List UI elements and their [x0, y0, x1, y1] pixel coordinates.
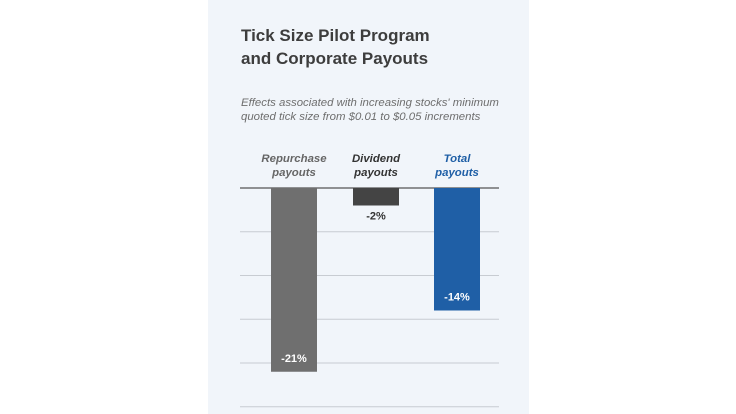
- bar-1: [353, 188, 399, 206]
- category-label-0-line-1: Repurchase: [261, 153, 327, 165]
- category-label-1-line-1: Dividend: [352, 153, 401, 165]
- value-label-2: -14%: [444, 292, 470, 304]
- category-label-0-line-2: payouts: [271, 167, 316, 179]
- chart-subtitle-line-1: Effects associated with increasing stock…: [241, 97, 499, 109]
- bar-chart: Repurchase payouts -21% Dividend payouts -2% T…: [240, 153, 499, 408]
- category-label-2-line-2: payouts: [434, 167, 479, 179]
- bar-2: [434, 188, 480, 311]
- chart-subtitle-line-2: quoted tick size from $0.01 to $0.05 inc…: [241, 111, 481, 123]
- bar-0: [271, 188, 317, 372]
- category-label-2-line-1: Total: [444, 153, 472, 165]
- chart-title-line-2: and Corporate Payouts: [241, 49, 429, 68]
- value-label-1: -2%: [366, 211, 386, 223]
- value-label-0: -21%: [281, 353, 307, 365]
- chart-title-line-1: Tick Size Pilot Program: [241, 26, 430, 45]
- category-label-1-line-2: payouts: [353, 167, 398, 179]
- chart-card: Tick Size Pilot Program and Corporate Pa…: [208, 0, 529, 414]
- chart-title: Tick Size Pilot Program and Corporate Pa…: [241, 24, 511, 70]
- chart-subtitle: Effects associated with increasing stock…: [241, 96, 511, 124]
